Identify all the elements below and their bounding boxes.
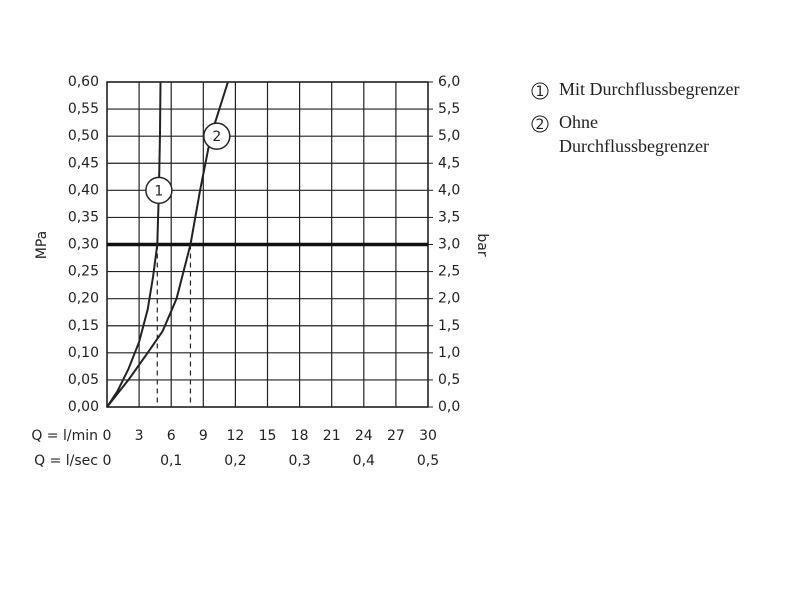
y2-tick-label: 2,0 [438,291,460,307]
x-tick-label: 24 [355,428,373,444]
y-tick-label: 0,30 [68,237,99,253]
y-tick-label: 0,45 [68,155,99,171]
x-tick-label: 12 [226,428,244,444]
x-tick-label: 9 [199,428,208,444]
legend-marker [531,115,549,133]
x-tick-label: 21 [323,428,341,444]
y2-tick-label: 1,5 [438,318,460,334]
y2-axis-label: bar [474,233,490,256]
legend-marker [531,82,549,100]
y2-tick-label: 0,5 [438,372,460,388]
y2-tick-label: 6,0 [438,74,460,90]
y-tick-label: 0,10 [68,345,99,361]
y-tick-label: 0,05 [68,372,99,388]
y-tick-label: 0,00 [68,399,99,415]
y2-tick-label: 1,0 [438,345,460,361]
x2-tick-label: 0 [103,453,112,469]
series-marker [203,122,231,150]
y-tick-label: 0,55 [68,101,99,117]
x2-tick-label: 0,4 [353,453,375,469]
x-tick-label: 18 [291,428,309,444]
y2-tick-label: 0,0 [438,399,460,415]
legend-marker-label: 2 [536,117,545,133]
x-tick-label: 6 [167,428,176,444]
x2-tick-label: 0,3 [288,453,310,469]
y2-tick-label: 4,5 [438,155,460,171]
y-tick-label: 0,60 [68,74,99,90]
y-axis-label: MPa [34,231,50,259]
x-tick-label: 15 [259,428,277,444]
x-axis-label: Q = l/min [31,428,98,444]
x2-axis-label: Q = l/sec [34,453,98,469]
y2-tick-label: 3,5 [438,209,460,225]
legend-marker-label: 1 [536,84,545,100]
legend-label-line: Durchflussbegrenzer [559,136,709,156]
y-tick-label: 0,35 [68,209,99,225]
y-tick-label: 0,40 [68,182,99,198]
y2-tick-label: 3,0 [438,237,460,253]
x-tick-label: 27 [387,428,405,444]
x2-tick-label: 0,5 [417,453,439,469]
y2-tick-label: 5,0 [438,128,460,144]
y-tick-label: 0,15 [68,318,99,334]
x2-tick-label: 0,2 [224,453,246,469]
series-marker [145,176,173,205]
x-tick-label: 0 [103,428,112,444]
x-tick-label: 30 [419,428,437,444]
x2-tick-label: 0,1 [160,453,182,469]
y-tick-label: 0,50 [68,128,99,144]
line-series [106,81,229,408]
x-tick-label: 3 [135,428,144,444]
y-tick-label: 0,20 [68,291,99,307]
y-tick-label: 0,25 [68,264,99,280]
legend-label-line: Ohne [559,112,598,132]
line-series [106,81,162,408]
y2-tick-label: 5,5 [438,101,460,117]
series-marker-label: 2 [212,129,221,145]
legend-label: Mit Durchflussbegrenzer [559,79,739,99]
y2-tick-label: 2,5 [438,264,460,280]
legend-label: Ohne Durchflussbegrenzer [559,112,709,156]
y2-tick-label: 4,0 [438,182,460,198]
series-marker-label: 1 [154,183,163,199]
